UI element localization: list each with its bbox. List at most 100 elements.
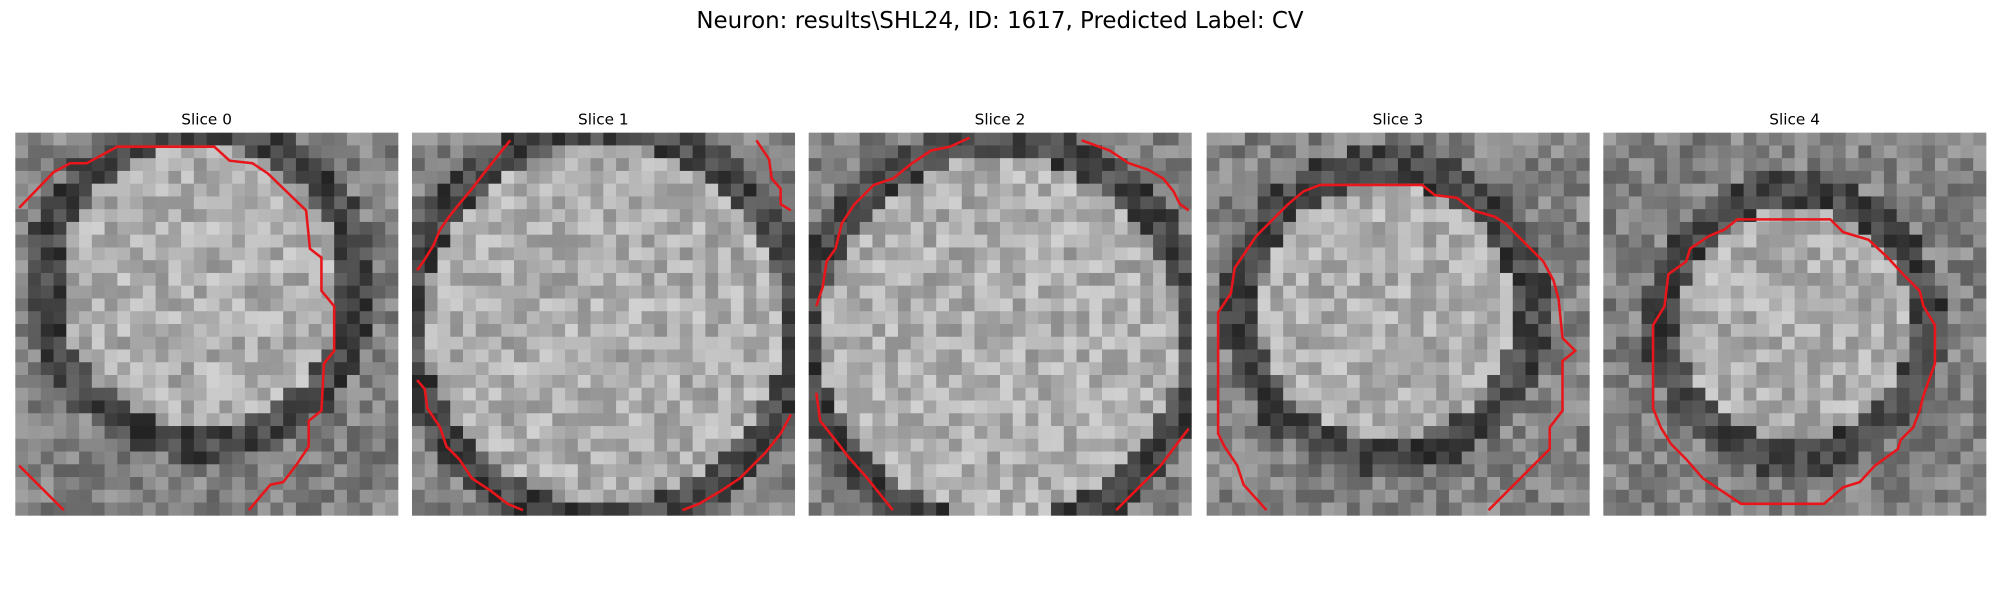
pixel: [1051, 209, 1065, 223]
pixel: [91, 387, 105, 401]
pixel: [1896, 145, 1910, 159]
pixel: [1051, 132, 1065, 146]
pixel: [66, 464, 80, 478]
pixel: [219, 285, 233, 299]
pixel: [1667, 170, 1681, 185]
pixel: [1551, 183, 1565, 197]
pixel: [1603, 489, 1617, 503]
pixel: [1718, 158, 1732, 172]
pixel: [437, 464, 451, 478]
pixel: [40, 349, 54, 363]
pixel: [1178, 477, 1192, 491]
pixel: [769, 145, 783, 159]
pixel: [730, 285, 745, 299]
pixel: [539, 170, 553, 185]
pixel: [1089, 272, 1103, 287]
pixel: [667, 260, 681, 274]
pixel: [743, 260, 757, 274]
pixel: [1474, 349, 1488, 363]
pixel: [463, 221, 477, 236]
pixel: [463, 260, 477, 274]
pixel: [1270, 298, 1284, 312]
pixel: [219, 209, 233, 223]
pixel: [1603, 247, 1617, 261]
pixel: [1244, 298, 1259, 312]
pixel: [28, 349, 42, 363]
pixel: [1781, 323, 1796, 338]
pixel: [117, 272, 131, 287]
pixel: [1114, 196, 1128, 210]
pixel: [1807, 336, 1821, 350]
pixel: [308, 336, 322, 350]
pixel: [885, 298, 899, 312]
pixel: [1038, 349, 1052, 363]
pixel: [1063, 209, 1077, 223]
pixel: [1603, 362, 1617, 376]
pixel: [859, 400, 873, 414]
pixel: [1705, 247, 1719, 261]
pixel: [1616, 413, 1630, 427]
pixel: [193, 413, 208, 427]
pixel: [155, 196, 169, 210]
pixel: [28, 298, 42, 312]
pixel: [961, 234, 975, 248]
pixel: [526, 298, 540, 312]
pixel: [1089, 247, 1103, 261]
pixel: [1538, 413, 1552, 427]
pixel: [1551, 145, 1565, 159]
pixel: [1063, 196, 1077, 210]
pixel: [514, 451, 528, 465]
pixel: [769, 272, 783, 287]
pixel: [295, 426, 310, 440]
pixel: [923, 502, 937, 516]
pixel: [730, 311, 745, 325]
pixel: [308, 298, 322, 312]
pixel: [321, 145, 335, 159]
pixel: [552, 298, 566, 312]
pixel: [463, 158, 477, 172]
pixel: [1576, 464, 1590, 478]
pixel: [692, 438, 706, 452]
pixel: [1283, 272, 1297, 287]
pixel: [1321, 285, 1335, 299]
pixel: [565, 272, 579, 287]
pixel: [1385, 489, 1399, 503]
pixel: [1667, 145, 1681, 159]
pixel: [577, 209, 591, 223]
pixel: [769, 375, 783, 389]
pixel: [1551, 158, 1565, 172]
pixel: [15, 336, 29, 350]
pixel: [463, 170, 477, 185]
pixel: [104, 247, 118, 261]
pixel: [1257, 323, 1271, 338]
pixel: [1730, 145, 1745, 159]
pixel: [923, 349, 937, 363]
pixel: [1244, 400, 1259, 414]
pixel: [590, 375, 604, 389]
pixel: [821, 234, 835, 248]
pixel: [1756, 285, 1770, 299]
pixel: [1781, 375, 1796, 389]
pixel: [1551, 464, 1565, 478]
pixel: [603, 145, 617, 159]
pixel: [40, 311, 54, 325]
pixel: [437, 311, 451, 325]
pixel: [974, 221, 988, 236]
pixel: [628, 375, 642, 389]
pixel: [859, 145, 873, 159]
pixel: [1102, 464, 1116, 478]
pixel: [488, 438, 502, 452]
pixel: [769, 158, 783, 172]
pixel: [1308, 196, 1322, 210]
pixel: [1127, 247, 1141, 261]
pixel: [283, 400, 297, 414]
pixel: [1692, 336, 1706, 350]
pixel: [769, 221, 783, 236]
pixel: [1922, 158, 1936, 172]
pixel: [1858, 170, 1872, 185]
pixel: [40, 209, 54, 223]
pixel: [1934, 426, 1949, 440]
pixel: [295, 375, 310, 389]
pixel: [936, 362, 950, 376]
pixel: [206, 502, 220, 516]
